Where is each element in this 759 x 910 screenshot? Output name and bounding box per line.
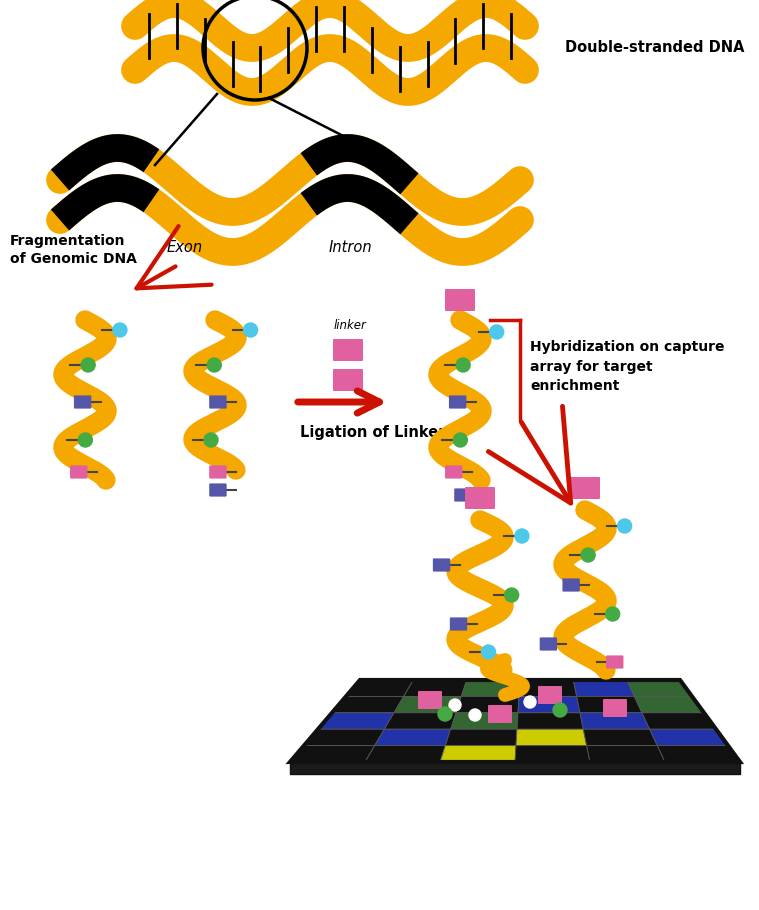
Circle shape	[524, 696, 536, 708]
FancyBboxPatch shape	[450, 617, 468, 631]
Text: Double-stranded DNA: Double-stranded DNA	[565, 41, 745, 56]
FancyBboxPatch shape	[418, 691, 442, 709]
Polygon shape	[365, 745, 446, 762]
Polygon shape	[304, 729, 384, 745]
Circle shape	[81, 358, 95, 372]
FancyBboxPatch shape	[538, 686, 562, 704]
FancyBboxPatch shape	[333, 369, 363, 391]
Circle shape	[244, 323, 257, 337]
Polygon shape	[290, 762, 740, 774]
Text: Exon: Exon	[167, 240, 203, 255]
FancyBboxPatch shape	[603, 699, 627, 717]
Polygon shape	[577, 696, 642, 713]
FancyBboxPatch shape	[449, 396, 466, 409]
Text: linker: linker	[333, 319, 367, 332]
Circle shape	[490, 325, 504, 339]
Polygon shape	[642, 713, 716, 729]
Polygon shape	[440, 745, 516, 762]
FancyBboxPatch shape	[333, 339, 363, 361]
Circle shape	[505, 588, 518, 602]
Polygon shape	[384, 713, 456, 729]
Polygon shape	[318, 713, 394, 729]
Circle shape	[581, 548, 595, 562]
Circle shape	[449, 699, 461, 711]
Circle shape	[606, 607, 619, 621]
Polygon shape	[627, 680, 692, 696]
FancyBboxPatch shape	[209, 465, 227, 479]
Polygon shape	[446, 729, 517, 745]
Polygon shape	[657, 745, 740, 762]
FancyBboxPatch shape	[606, 655, 623, 669]
FancyBboxPatch shape	[570, 477, 600, 499]
Polygon shape	[517, 713, 584, 729]
FancyBboxPatch shape	[74, 396, 91, 409]
Polygon shape	[515, 745, 590, 762]
Polygon shape	[375, 729, 451, 745]
Polygon shape	[461, 680, 520, 696]
FancyBboxPatch shape	[445, 289, 475, 311]
FancyBboxPatch shape	[433, 559, 450, 571]
Text: Ligation of Linker: Ligation of Linker	[300, 424, 446, 440]
Text: Fragmentation
of Genomic DNA: Fragmentation of Genomic DNA	[10, 234, 137, 267]
Polygon shape	[404, 680, 467, 696]
Polygon shape	[451, 713, 518, 729]
Polygon shape	[394, 696, 461, 713]
Polygon shape	[584, 729, 657, 745]
FancyBboxPatch shape	[209, 396, 227, 409]
FancyBboxPatch shape	[70, 465, 87, 479]
Circle shape	[515, 529, 529, 543]
FancyBboxPatch shape	[465, 487, 495, 509]
Circle shape	[204, 433, 218, 447]
FancyBboxPatch shape	[562, 579, 580, 592]
Polygon shape	[516, 729, 587, 745]
Polygon shape	[580, 713, 650, 729]
Circle shape	[553, 703, 567, 717]
Circle shape	[469, 709, 481, 721]
Circle shape	[78, 433, 93, 447]
Text: Intron: Intron	[328, 240, 372, 255]
Circle shape	[438, 707, 452, 721]
Circle shape	[618, 519, 631, 533]
Circle shape	[207, 358, 222, 372]
FancyBboxPatch shape	[454, 489, 471, 501]
Polygon shape	[518, 696, 580, 713]
FancyBboxPatch shape	[488, 705, 512, 723]
Polygon shape	[290, 745, 375, 762]
Circle shape	[453, 433, 468, 447]
Polygon shape	[635, 696, 704, 713]
Polygon shape	[456, 696, 519, 713]
Circle shape	[456, 358, 470, 372]
FancyBboxPatch shape	[445, 465, 462, 479]
Polygon shape	[519, 680, 577, 696]
FancyBboxPatch shape	[540, 637, 557, 651]
Text: Hybridization on capture
array for target
enrichment: Hybridization on capture array for targe…	[530, 340, 725, 393]
FancyBboxPatch shape	[209, 483, 227, 497]
Circle shape	[113, 323, 127, 337]
Polygon shape	[650, 729, 728, 745]
Circle shape	[481, 645, 496, 659]
Polygon shape	[332, 696, 404, 713]
Polygon shape	[346, 680, 414, 696]
Polygon shape	[587, 745, 665, 762]
Polygon shape	[573, 680, 635, 696]
